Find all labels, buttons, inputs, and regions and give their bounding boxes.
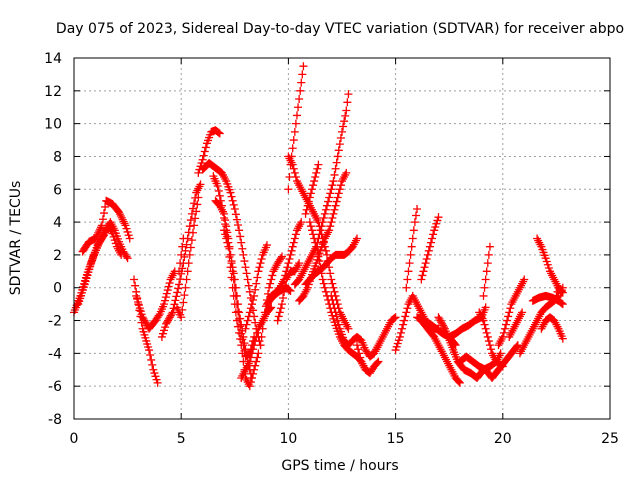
data-point-markers: [194, 126, 224, 177]
axis-ticks: [73, 57, 611, 420]
series-s24: [301, 160, 323, 218]
y-tick-label: 4: [53, 215, 62, 231]
x-axis-title: GPS time / hours: [281, 458, 398, 474]
data-point-markers: [237, 303, 276, 382]
data-point-markers: [273, 259, 304, 325]
series-s6: [157, 180, 205, 341]
series-s5: [132, 267, 179, 333]
data-point-markers: [175, 234, 188, 276]
series-s41: [505, 308, 527, 341]
y-tick-label: 6: [53, 182, 62, 198]
data-point-markers: [353, 341, 383, 378]
x-tick-label: 25: [601, 431, 619, 447]
series-s37: [455, 341, 522, 382]
series-s3: [78, 196, 134, 256]
series-s8: [175, 234, 188, 276]
y-tick-label: -2: [48, 314, 62, 330]
series-s46: [552, 283, 567, 300]
x-tick-label: 15: [387, 431, 405, 447]
series-s28: [353, 341, 383, 378]
series-s2: [74, 221, 126, 309]
data-point-markers: [417, 213, 443, 284]
x-tick-label: 5: [177, 431, 186, 447]
data-point-markers: [455, 341, 522, 382]
data-point-markers: [132, 267, 179, 333]
data-point-markers: [256, 252, 286, 350]
series-s34: [417, 316, 464, 387]
data-point-markers: [494, 275, 529, 350]
x-tick-label: 20: [494, 431, 512, 447]
data-point-markers: [198, 159, 265, 350]
data-point-markers: [479, 242, 494, 300]
data-point-markers: [301, 234, 362, 289]
series-s22: [290, 90, 353, 289]
series-s45: [537, 313, 567, 343]
series-s31: [402, 204, 422, 292]
series-s7: [172, 193, 203, 322]
data-point-markers: [157, 180, 205, 341]
plot-area-border: [73, 57, 611, 420]
series-s13: [220, 226, 263, 391]
data-point-markers: [74, 221, 126, 309]
series-s39: [475, 308, 505, 366]
series-s15: [241, 241, 271, 333]
series-s38: [479, 242, 494, 300]
data-point-markers: [220, 226, 263, 391]
series-s25: [301, 234, 362, 289]
series-s16: [256, 252, 286, 350]
data-point-markers: [402, 204, 422, 292]
chart-title: Day 075 of 2023, Sidereal Day-to-day VTE…: [56, 21, 624, 37]
series-s10: [198, 159, 265, 350]
y-tick-label: 0: [53, 281, 62, 297]
data-points: [70, 62, 567, 391]
series-s33: [417, 213, 443, 284]
data-point-markers: [417, 316, 464, 387]
series-s40: [494, 275, 529, 350]
y-tick-label: 2: [53, 248, 62, 264]
data-point-markers: [370, 313, 400, 358]
data-point-markers: [552, 283, 567, 300]
y-tick-label: 10: [44, 117, 62, 133]
series-s29: [370, 313, 400, 358]
y-tick-label: -6: [48, 379, 62, 395]
data-point-markers: [537, 313, 567, 343]
x-tick-label: 0: [70, 431, 79, 447]
data-point-markers: [505, 308, 527, 341]
y-tick-label: -8: [48, 412, 62, 428]
data-point-markers: [475, 308, 505, 366]
series-s14: [237, 303, 276, 382]
data-point-markers: [78, 196, 134, 256]
y-tick-label: 14: [44, 51, 62, 67]
y-tick-label: 12: [44, 84, 62, 100]
data-point-markers: [241, 241, 271, 333]
x-tick-label: 10: [279, 431, 297, 447]
series-s9: [194, 126, 224, 177]
y-tick-label: 8: [53, 149, 62, 165]
series-s19: [273, 259, 304, 325]
data-point-markers: [290, 90, 353, 289]
data-point-markers: [172, 193, 203, 322]
y-axis-title: SDTVAR / TECUs: [8, 181, 24, 296]
axis-tick-labels: 0 5 10 15 20 25 -8 -6 -4 -2 0 2 4 6 8 10 12 14: [44, 51, 619, 447]
data-point-markers: [301, 160, 323, 218]
y-tick-label: -4: [48, 346, 62, 362]
